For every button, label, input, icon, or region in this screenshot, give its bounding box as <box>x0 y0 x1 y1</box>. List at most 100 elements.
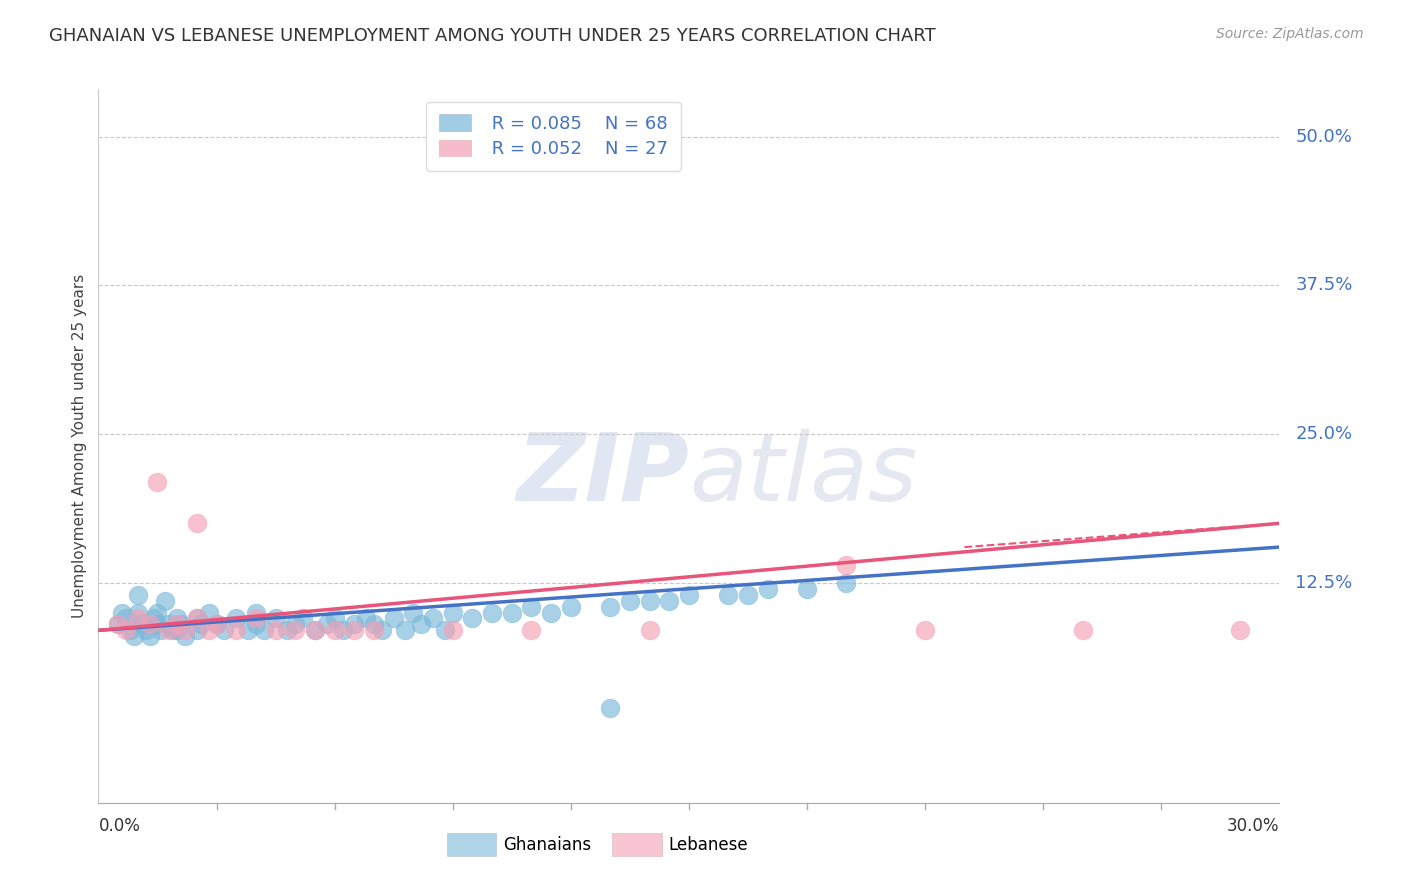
Point <box>619 593 641 607</box>
Point <box>131 617 153 632</box>
Text: 12.5%: 12.5% <box>1295 574 1353 591</box>
Point <box>245 606 267 620</box>
Point <box>276 624 298 638</box>
Text: GHANAIAN VS LEBANESE UNEMPLOYMENT AMONG YOUTH UNDER 25 YEARS CORRELATION CHART: GHANAIAN VS LEBANESE UNEMPLOYMENT AMONG … <box>49 27 936 45</box>
Point <box>835 558 858 572</box>
Point <box>157 624 180 638</box>
Point <box>115 611 138 625</box>
Point <box>127 606 149 620</box>
Point <box>264 611 287 625</box>
Point <box>115 624 138 638</box>
Point <box>107 617 129 632</box>
Point <box>599 599 621 614</box>
Text: ZIP: ZIP <box>516 428 689 521</box>
Point <box>225 611 247 625</box>
Text: Lebanese: Lebanese <box>669 836 748 854</box>
Point <box>264 624 287 638</box>
Point <box>363 624 385 638</box>
Point <box>135 624 157 638</box>
Text: 50.0%: 50.0% <box>1295 128 1353 145</box>
Point <box>138 617 160 632</box>
Point <box>315 617 337 632</box>
Point <box>304 624 326 638</box>
Point <box>914 624 936 638</box>
Point <box>520 599 543 614</box>
FancyBboxPatch shape <box>447 833 496 856</box>
Point <box>190 617 212 632</box>
Point <box>560 599 582 614</box>
Point <box>304 624 326 638</box>
Text: 30.0%: 30.0% <box>1227 817 1279 835</box>
Point <box>1229 624 1251 638</box>
Point <box>1071 624 1094 638</box>
Y-axis label: Unemployment Among Youth under 25 years: Unemployment Among Youth under 25 years <box>72 274 87 618</box>
Text: 0.0%: 0.0% <box>98 817 141 835</box>
Point <box>717 588 740 602</box>
Point <box>638 593 661 607</box>
Point <box>371 624 394 638</box>
Point <box>174 629 197 643</box>
Point <box>197 606 219 620</box>
FancyBboxPatch shape <box>612 833 662 856</box>
Point <box>155 593 177 607</box>
Point <box>433 624 456 638</box>
Point <box>501 606 523 620</box>
Point <box>245 617 267 632</box>
Text: atlas: atlas <box>689 429 917 520</box>
Point <box>796 582 818 596</box>
Point <box>166 624 188 638</box>
Point <box>835 575 858 590</box>
Text: Source: ZipAtlas.com: Source: ZipAtlas.com <box>1216 27 1364 41</box>
Point <box>343 617 366 632</box>
Point <box>382 611 405 625</box>
Point <box>441 624 464 638</box>
Point <box>127 588 149 602</box>
Point <box>461 611 484 625</box>
Point <box>402 606 425 620</box>
Point <box>284 617 307 632</box>
Point <box>170 617 193 632</box>
Point <box>638 624 661 638</box>
Point <box>225 624 247 638</box>
Point <box>197 624 219 638</box>
Point <box>214 624 236 638</box>
Point <box>481 606 503 620</box>
Point <box>142 611 165 625</box>
Point <box>756 582 779 596</box>
Point <box>343 624 366 638</box>
Point <box>162 624 184 638</box>
Point <box>146 606 169 620</box>
Point <box>236 624 259 638</box>
Point <box>186 624 208 638</box>
Point <box>205 617 228 632</box>
Point <box>540 606 562 620</box>
Text: Ghanaians: Ghanaians <box>503 836 592 854</box>
Point <box>127 611 149 625</box>
Point <box>441 606 464 620</box>
Point <box>118 624 141 638</box>
Point <box>678 588 700 602</box>
Point <box>599 700 621 714</box>
Point <box>323 611 346 625</box>
Point <box>166 611 188 625</box>
Point <box>323 624 346 638</box>
Text: 25.0%: 25.0% <box>1295 425 1353 443</box>
Point <box>245 611 267 625</box>
Point <box>150 624 173 638</box>
Point <box>146 617 169 632</box>
Point <box>332 624 354 638</box>
Point <box>411 617 433 632</box>
Point <box>138 629 160 643</box>
Point <box>186 516 208 531</box>
Point <box>422 611 444 625</box>
Point <box>658 593 681 607</box>
Point <box>186 611 208 625</box>
Point <box>186 611 208 625</box>
Point <box>292 611 315 625</box>
Point <box>363 617 385 632</box>
Point <box>111 606 134 620</box>
Point <box>394 624 416 638</box>
Point <box>107 617 129 632</box>
Point <box>284 624 307 638</box>
Point <box>520 624 543 638</box>
